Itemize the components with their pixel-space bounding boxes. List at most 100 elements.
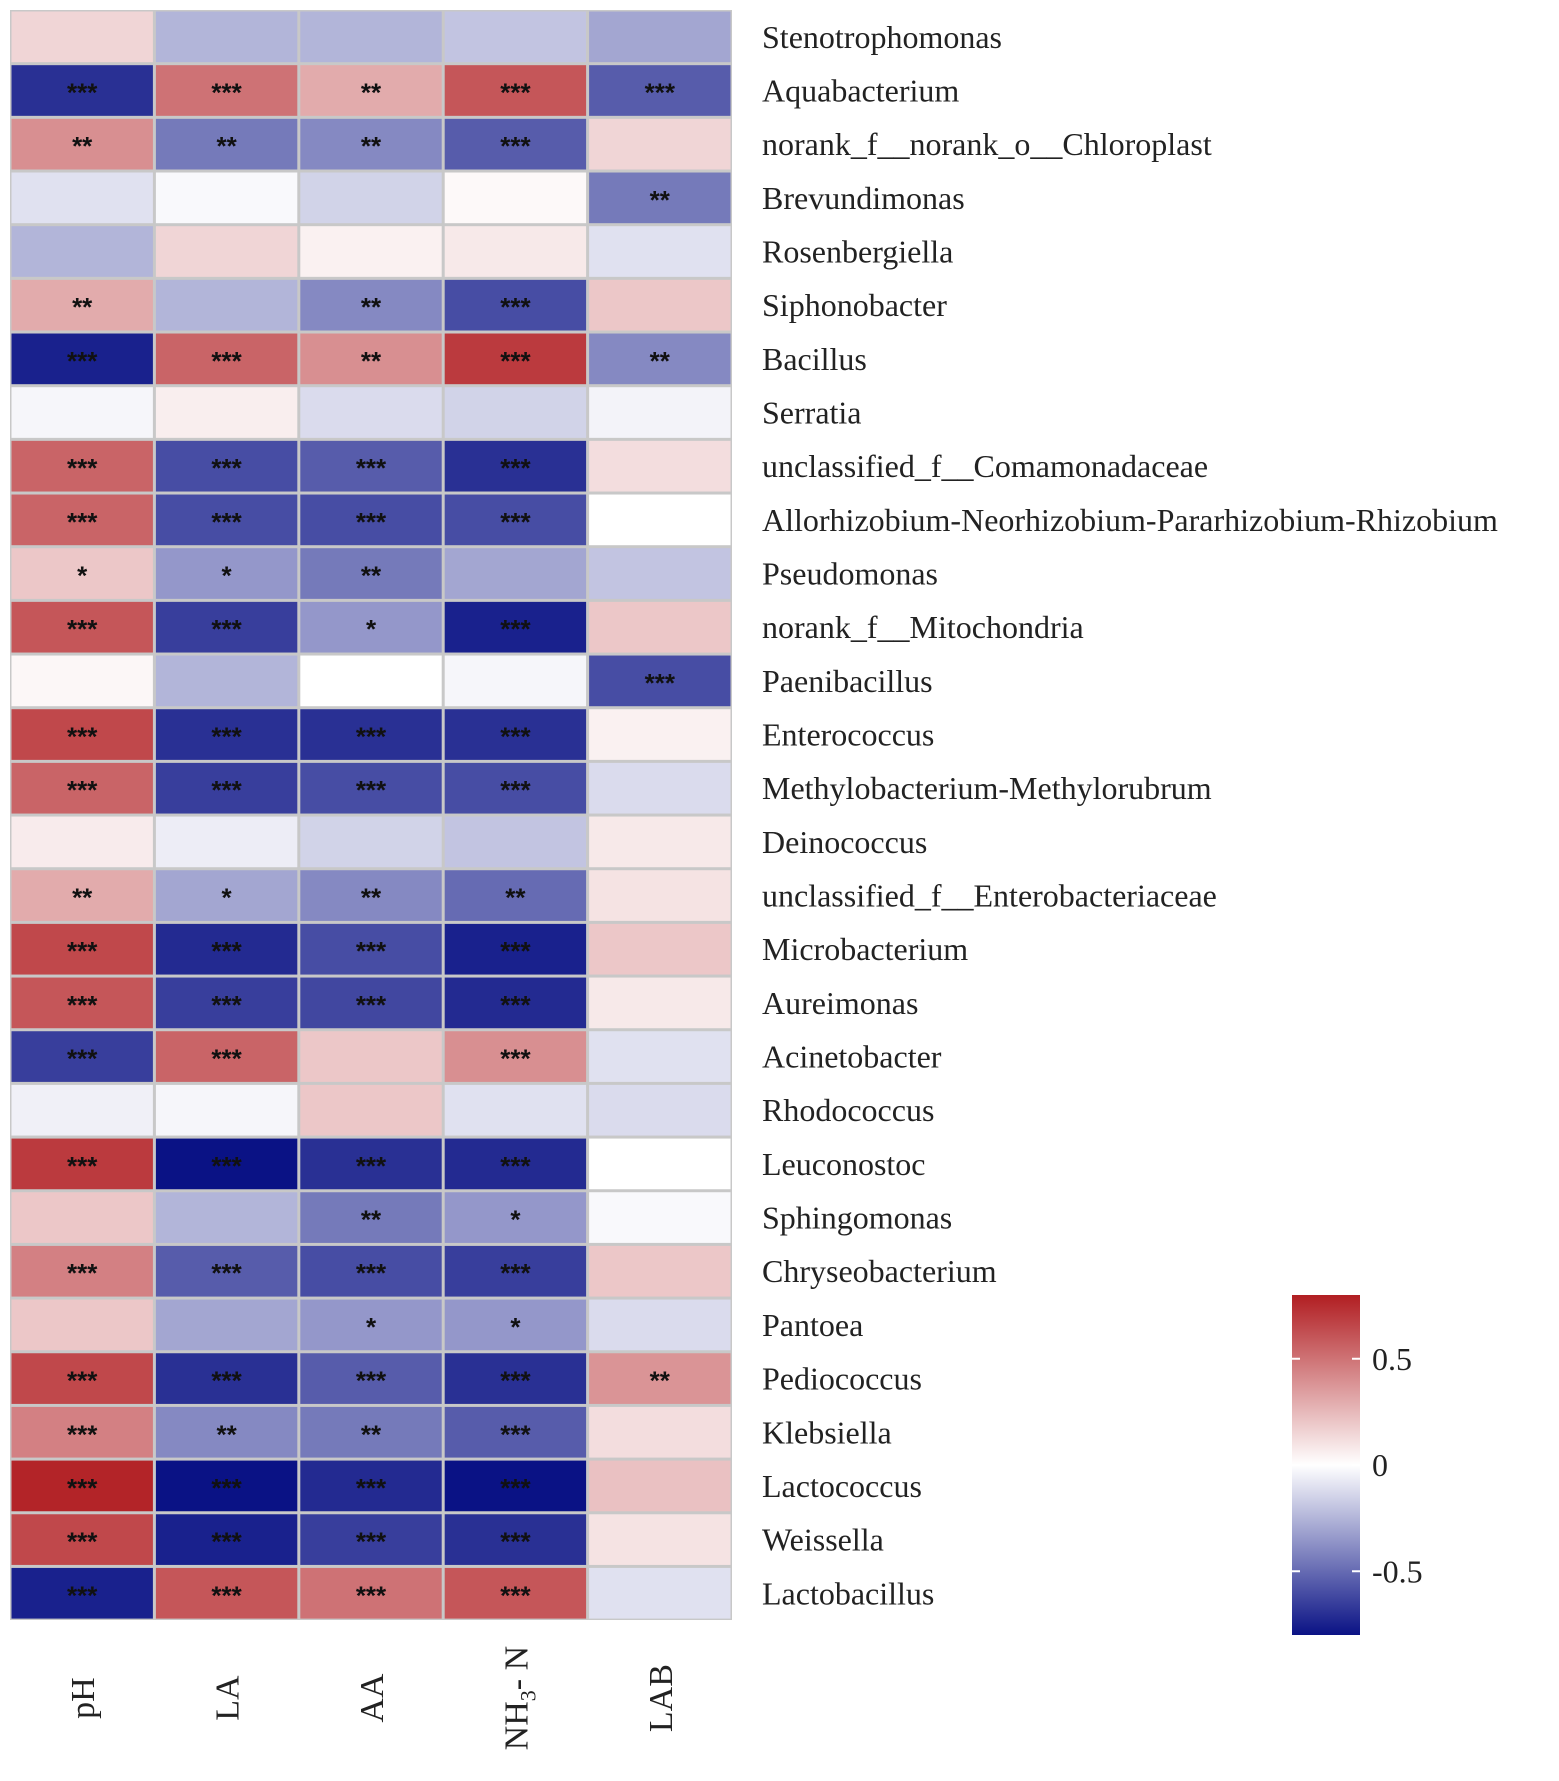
significance-mark: *** — [67, 722, 98, 752]
row-label: Klebsiella — [762, 1414, 892, 1450]
heatmap-cell — [11, 118, 153, 170]
row-label: Aureimonas — [762, 985, 918, 1021]
heatmap-cell — [11, 1406, 153, 1458]
heatmap-cell — [444, 816, 587, 868]
row-label: Acinetobacter — [762, 1039, 942, 1075]
significance-mark: *** — [500, 78, 531, 108]
heatmap-cell — [300, 118, 442, 170]
heatmap-cell — [589, 65, 731, 116]
heatmap-cell — [300, 1084, 442, 1136]
heatmap-cell — [300, 1245, 442, 1297]
row-label: Leuconostoc — [762, 1146, 926, 1182]
column-label: NH3- N — [498, 1646, 540, 1751]
row-label: Rhodococcus — [762, 1092, 934, 1128]
heatmap-cell — [300, 1299, 442, 1351]
heatmap-cell — [444, 226, 587, 277]
significance-mark: ** — [505, 883, 526, 913]
heatmap-cell — [589, 11, 731, 63]
significance-mark: *** — [500, 1580, 531, 1610]
heatmap-cell — [589, 279, 731, 331]
significance-mark: * — [77, 561, 88, 591]
heatmap-cell — [300, 387, 442, 438]
heatmap-cell — [155, 1192, 298, 1243]
significance-mark: *** — [67, 1366, 98, 1396]
significance-mark: *** — [67, 78, 98, 108]
row-label: Methylobacterium-Methylorubrum — [762, 770, 1212, 806]
heatmap-cell — [589, 1460, 731, 1512]
heatmap-cell — [11, 11, 153, 63]
heatmap-cell — [155, 923, 298, 975]
heatmap-cell — [589, 1084, 731, 1136]
heatmap-cell — [444, 655, 587, 707]
row-label: norank_f__norank_o__Chloroplast — [762, 126, 1212, 162]
column-labels: pH LA AA NH3- N LAB — [65, 1646, 680, 1751]
significance-mark: *** — [211, 990, 242, 1020]
heatmap-cell — [300, 977, 442, 1029]
heatmap-cell — [444, 977, 587, 1029]
heatmap-cell — [155, 601, 298, 653]
significance-mark: *** — [500, 292, 531, 322]
heatmap-cell — [300, 816, 442, 868]
significance-mark: *** — [211, 1366, 242, 1396]
significance-mark: ** — [361, 78, 382, 108]
heatmap-cell — [300, 1514, 442, 1565]
significance-mark: ** — [216, 1419, 237, 1449]
heatmap-cell — [589, 548, 731, 599]
significance-mark: *** — [67, 346, 98, 376]
heatmap-cell — [155, 226, 298, 277]
significance-mark: *** — [500, 936, 531, 966]
significance-mark: ** — [72, 131, 93, 161]
significance-mark: *** — [356, 1527, 387, 1557]
heatmap-cell — [11, 601, 153, 653]
significance-mark: ** — [361, 1205, 382, 1235]
heatmap-cell — [300, 548, 442, 599]
heatmap-cell — [155, 1084, 298, 1136]
color-scale-bar — [1292, 1295, 1360, 1635]
significance-mark: *** — [500, 1527, 531, 1557]
significance-mark: ** — [361, 561, 382, 591]
heatmap-cell — [155, 172, 298, 224]
heatmap-cell — [444, 923, 587, 975]
significance-mark: *** — [211, 507, 242, 537]
row-label: Paenibacillus — [762, 663, 933, 699]
heatmap-cell — [589, 655, 731, 707]
heatmap-cell — [155, 118, 298, 170]
significance-mark: ** — [361, 131, 382, 161]
heatmap-cell — [11, 1353, 153, 1404]
heatmap-cell — [300, 65, 442, 116]
heatmap-cell — [589, 1245, 731, 1297]
significance-mark: *** — [356, 775, 387, 805]
significance-mark: * — [366, 614, 377, 644]
heatmap-cell — [11, 387, 153, 438]
heatmap-cell — [589, 1138, 731, 1190]
row-label: Siphonobacter — [762, 287, 947, 323]
heatmap-cell — [589, 1299, 731, 1351]
row-label: Aquabacterium — [762, 73, 959, 109]
heatmap-cell — [300, 762, 442, 814]
row-label: Sphingomonas — [762, 1200, 952, 1236]
heatmap-cell — [589, 387, 731, 438]
significance-mark: *** — [67, 453, 98, 483]
column-label: LA — [210, 1675, 247, 1721]
heatmap-cell — [155, 870, 298, 921]
significance-mark: ** — [650, 1366, 671, 1396]
heatmap-cell — [589, 709, 731, 760]
significance-mark: *** — [500, 346, 531, 376]
heatmap-cell — [444, 172, 587, 224]
significance-mark: ** — [361, 292, 382, 322]
heatmap-cell — [444, 548, 587, 599]
color-scale-ticks: 0.5 0 -0.5 — [1292, 1341, 1423, 1589]
heatmap-cell — [589, 601, 731, 653]
significance-mark: *** — [67, 990, 98, 1020]
heatmap-cell — [11, 65, 153, 116]
heatmap-cell — [300, 1567, 442, 1619]
heatmap-cell — [155, 548, 298, 599]
row-label: Stenotrophomonas — [762, 19, 1002, 55]
significance-mark: *** — [356, 507, 387, 537]
heatmap-cell — [155, 1567, 298, 1619]
heatmap-cell — [11, 172, 153, 224]
heatmap-cell — [444, 333, 587, 385]
heatmap-cell — [444, 1514, 587, 1565]
heatmap-cell — [300, 1192, 442, 1243]
heatmap-cell — [11, 440, 153, 492]
